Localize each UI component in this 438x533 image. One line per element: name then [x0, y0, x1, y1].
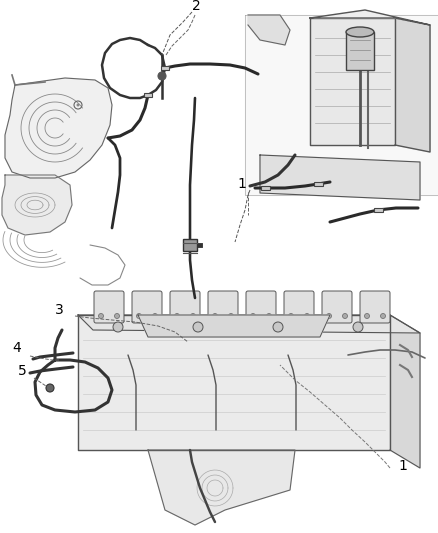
- FancyBboxPatch shape: [284, 291, 314, 323]
- Circle shape: [326, 313, 332, 319]
- Polygon shape: [260, 155, 420, 200]
- FancyBboxPatch shape: [322, 291, 352, 323]
- Circle shape: [381, 313, 385, 319]
- Polygon shape: [310, 10, 430, 25]
- Circle shape: [99, 313, 103, 319]
- Text: 3: 3: [55, 303, 64, 317]
- Text: 1: 1: [237, 177, 246, 191]
- Polygon shape: [78, 315, 390, 450]
- Circle shape: [251, 313, 255, 319]
- Circle shape: [114, 313, 120, 319]
- Bar: [261, 185, 269, 190]
- Circle shape: [343, 313, 347, 319]
- Bar: [374, 208, 382, 212]
- Circle shape: [137, 313, 141, 319]
- Bar: [346, 32, 374, 70]
- Circle shape: [229, 313, 233, 319]
- FancyBboxPatch shape: [208, 291, 238, 323]
- Circle shape: [77, 103, 80, 107]
- Text: 2: 2: [192, 0, 201, 13]
- Circle shape: [191, 313, 195, 319]
- Circle shape: [364, 313, 370, 319]
- FancyBboxPatch shape: [170, 291, 200, 323]
- Polygon shape: [148, 450, 295, 525]
- Text: 1: 1: [398, 459, 407, 473]
- Polygon shape: [245, 15, 438, 195]
- FancyBboxPatch shape: [360, 291, 390, 323]
- Circle shape: [304, 313, 310, 319]
- Polygon shape: [390, 315, 420, 468]
- Bar: [144, 93, 152, 97]
- Bar: [161, 66, 169, 70]
- Polygon shape: [310, 18, 395, 145]
- FancyBboxPatch shape: [132, 291, 162, 323]
- Polygon shape: [5, 78, 112, 178]
- Circle shape: [174, 313, 180, 319]
- Circle shape: [46, 384, 54, 392]
- Polygon shape: [395, 18, 430, 152]
- Polygon shape: [2, 175, 72, 235]
- FancyBboxPatch shape: [94, 291, 124, 323]
- Circle shape: [353, 322, 363, 332]
- Bar: [183, 239, 197, 251]
- Text: 5: 5: [18, 364, 27, 378]
- Polygon shape: [248, 15, 290, 45]
- Circle shape: [193, 322, 203, 332]
- Bar: [314, 182, 322, 186]
- Circle shape: [273, 322, 283, 332]
- Circle shape: [289, 313, 293, 319]
- Circle shape: [266, 313, 272, 319]
- Circle shape: [113, 322, 123, 332]
- Text: 4: 4: [12, 341, 21, 355]
- Ellipse shape: [346, 27, 374, 37]
- FancyBboxPatch shape: [246, 291, 276, 323]
- Circle shape: [158, 72, 166, 80]
- Polygon shape: [138, 315, 330, 337]
- Circle shape: [152, 313, 158, 319]
- Polygon shape: [78, 315, 420, 333]
- Circle shape: [212, 313, 218, 319]
